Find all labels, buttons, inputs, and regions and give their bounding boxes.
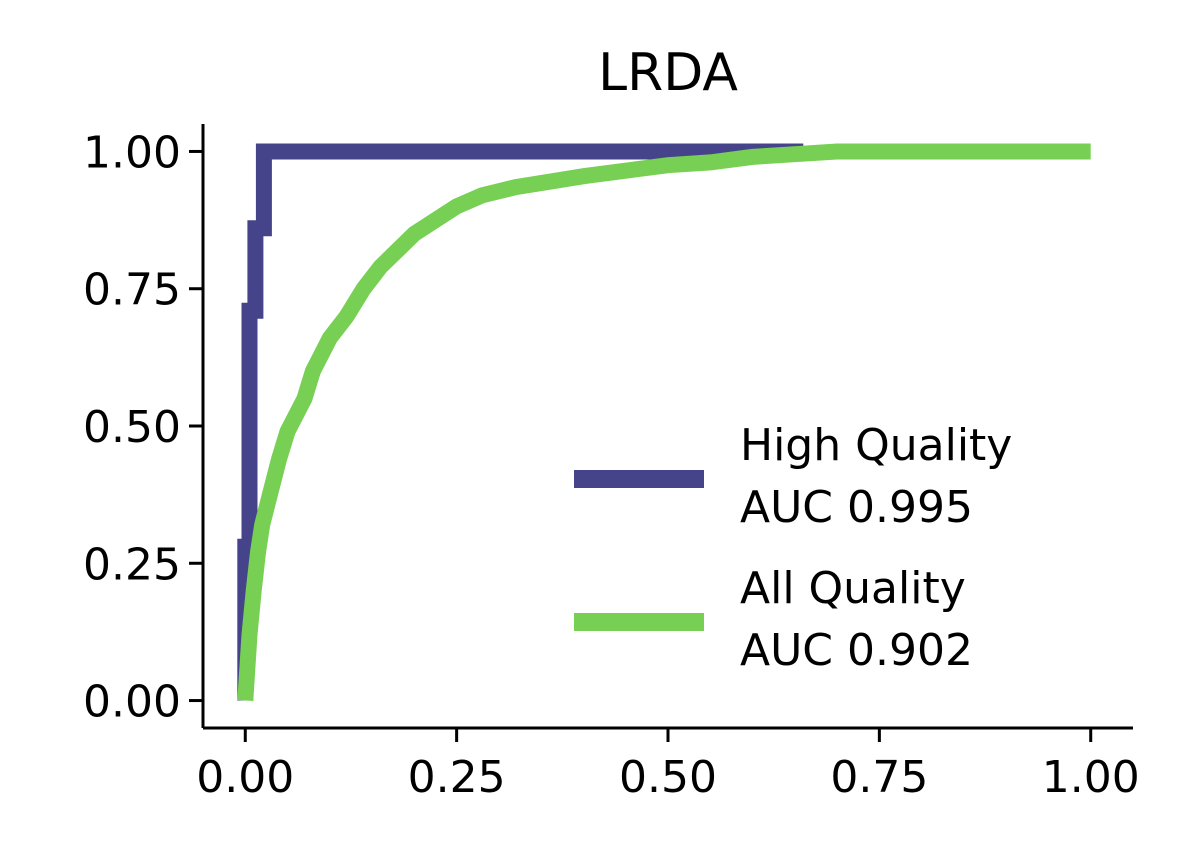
- chart-title: LRDA: [598, 43, 738, 103]
- axes-layer: 0.00 0.25 0.50 0.75 1.00 0.00 0.25 0.50 0.75 1.00: [83, 124, 1140, 803]
- legend-label-0-0: High Quality: [740, 420, 1012, 471]
- y-tick-label: 0.25: [83, 539, 181, 590]
- x-tick-label: 1.00: [1042, 752, 1140, 803]
- legend-label-1-1: AUC 0.902: [740, 625, 973, 676]
- series-line-0: [237, 143, 804, 701]
- y-tick-label: 0.50: [83, 402, 181, 453]
- x-tick-label: 0.75: [830, 752, 928, 803]
- legend: High Quality AUC 0.995 All Quality AUC 0.90…: [574, 420, 1012, 676]
- x-tick-label: 0.50: [619, 752, 717, 803]
- legend-label-1-0: All Quality: [740, 563, 966, 614]
- series-layer: [237, 143, 1091, 702]
- legend-label-0-1: AUC 0.995: [740, 482, 973, 533]
- x-tick-label: 0.00: [196, 752, 294, 803]
- y-tick-label: 0.75: [83, 265, 181, 316]
- y-tick-label: 0.00: [83, 677, 181, 728]
- y-tick-label: 1.00: [83, 127, 181, 178]
- series-line-1: [237, 143, 1091, 702]
- x-tick-label: 0.25: [408, 752, 506, 803]
